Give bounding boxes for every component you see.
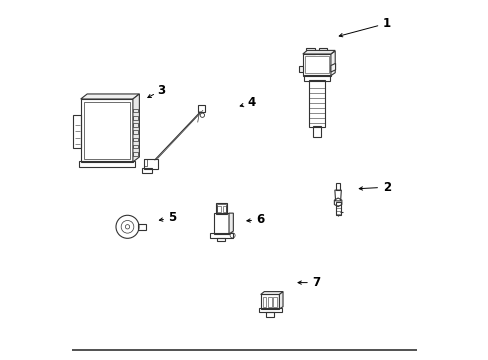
Bar xyxy=(258,308,281,312)
Bar xyxy=(133,116,138,120)
Polygon shape xyxy=(228,213,233,234)
Bar xyxy=(133,138,138,141)
Polygon shape xyxy=(133,94,139,162)
Bar xyxy=(83,102,130,159)
Bar xyxy=(217,238,225,241)
Bar xyxy=(335,202,340,215)
Bar xyxy=(267,297,271,307)
Text: 3: 3 xyxy=(157,84,165,96)
Bar xyxy=(215,203,227,214)
Bar xyxy=(213,213,228,234)
Bar xyxy=(133,123,138,127)
Bar xyxy=(303,75,329,81)
Bar xyxy=(305,56,328,73)
Bar xyxy=(133,130,138,134)
Bar xyxy=(308,80,325,127)
Polygon shape xyxy=(279,292,283,309)
Polygon shape xyxy=(298,66,302,72)
Bar xyxy=(266,312,273,317)
Bar xyxy=(143,159,146,166)
Text: 7: 7 xyxy=(312,276,320,289)
Polygon shape xyxy=(81,94,139,99)
Text: 5: 5 xyxy=(168,211,176,224)
Polygon shape xyxy=(260,292,283,294)
Bar xyxy=(81,99,133,162)
Bar xyxy=(335,183,340,190)
Bar xyxy=(216,204,225,213)
Bar xyxy=(318,48,326,54)
Bar xyxy=(312,126,320,137)
Text: 4: 4 xyxy=(247,96,255,109)
Bar xyxy=(263,297,266,307)
Bar xyxy=(222,206,225,212)
Bar xyxy=(260,294,279,309)
Polygon shape xyxy=(302,50,335,54)
Bar xyxy=(133,145,138,148)
Text: 2: 2 xyxy=(382,181,390,194)
Bar xyxy=(79,161,134,167)
Bar xyxy=(197,105,204,112)
Text: 1: 1 xyxy=(382,17,390,30)
Polygon shape xyxy=(330,51,335,76)
Bar xyxy=(73,115,81,148)
Bar xyxy=(138,224,146,230)
Polygon shape xyxy=(330,63,335,72)
Bar xyxy=(272,297,276,307)
Bar xyxy=(217,206,221,212)
Bar xyxy=(302,54,330,76)
Text: 6: 6 xyxy=(256,213,264,226)
Bar xyxy=(210,233,232,238)
Bar xyxy=(306,48,314,54)
Bar xyxy=(143,159,158,169)
Bar xyxy=(142,168,152,173)
Bar xyxy=(133,152,138,156)
Bar xyxy=(133,109,138,112)
